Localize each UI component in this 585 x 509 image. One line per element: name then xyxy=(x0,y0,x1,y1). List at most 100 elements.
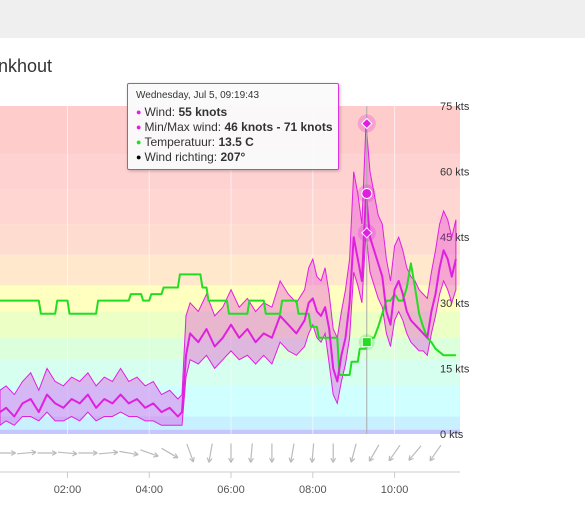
wind-direction-head-20-0 xyxy=(408,455,411,461)
x-tick-label-2: 06:00 xyxy=(217,484,245,496)
wind-direction-shaft-8 xyxy=(161,447,179,459)
wind-direction-shaft-9 xyxy=(186,443,194,463)
page-title: nkhout xyxy=(0,56,53,76)
wind-direction-shaft-10 xyxy=(208,443,213,463)
tooltip-temp-value: 13.5 C xyxy=(218,135,254,149)
x-tick-label-1: 04:00 xyxy=(135,484,163,496)
wind-direction-arrow-7 xyxy=(140,449,159,458)
wind-direction-head-10-0 xyxy=(206,457,210,463)
tooltip-minmax-dot: ● xyxy=(136,122,142,132)
wind-direction-shaft-18 xyxy=(368,444,380,462)
wind-direction-head-13-0 xyxy=(268,457,273,463)
tooltip-timestamp: Wednesday, Jul 5, 09:19:43 xyxy=(136,90,260,101)
wind-direction-arrow-1 xyxy=(17,449,37,456)
chart-tooltip: Wednesday, Jul 5, 09:19:43 ● Wind: 55 kno… xyxy=(127,83,339,170)
hover-max-marker xyxy=(361,117,373,130)
wind-direction-shaft-21 xyxy=(429,444,442,462)
wind-direction-head-15-0 xyxy=(309,457,313,463)
tooltip-wind-dot: ● xyxy=(136,107,142,117)
y-tick-label-4: 60 kts xyxy=(440,167,470,179)
wind-direction-head-16-0 xyxy=(330,457,334,463)
wind-direction-shaft-6 xyxy=(119,450,139,456)
x-axis-labels: 02:00 04:00 06:00 08:00 10:00 xyxy=(54,484,409,496)
wind-direction-arrow-13 xyxy=(268,443,275,463)
x-tick-label-3: 08:00 xyxy=(299,484,327,496)
wind-direction-head-6-1 xyxy=(133,451,139,456)
tooltip-wind-value: 55 knots xyxy=(178,105,228,119)
tooltip-direction-label: Wind richting: xyxy=(144,150,221,164)
y-axis-labels: 0 kts 15 kts 30 kts 45 kts 60 kts 75 kts xyxy=(440,101,470,441)
wind-band-3 xyxy=(0,359,460,386)
wind-direction-shaft-19 xyxy=(388,444,401,462)
wind-direction-head-7-1 xyxy=(154,452,159,457)
wind-band-0 xyxy=(0,429,460,434)
tooltip-row-wind: ● Wind: 55 knots xyxy=(136,105,330,120)
wind-direction-head-1-1 xyxy=(31,449,37,453)
wind-band-1 xyxy=(0,416,460,430)
wind-direction-head-13-1 xyxy=(271,457,275,463)
wind-direction-shaft-14 xyxy=(290,443,295,463)
wind-direction-head-9-1 xyxy=(192,456,195,462)
wind-direction-shaft-3 xyxy=(57,451,77,455)
wind-direction-arrow-20 xyxy=(408,445,422,461)
wind-direction-head-5-1 xyxy=(112,449,119,453)
wind-direction-head-19-1 xyxy=(388,458,394,462)
wind-direction-shaft-1 xyxy=(17,451,37,455)
tooltip-temp-label: Temperatuur: xyxy=(144,135,219,149)
wind-direction-arrow-2 xyxy=(37,450,57,456)
wind-line xyxy=(0,192,457,418)
wind-direction-head-12-0 xyxy=(248,457,252,463)
x-tick-label-0: 02:00 xyxy=(54,484,82,496)
wind-direction-arrow-21 xyxy=(429,444,442,462)
wind-direction-head-3-0 xyxy=(72,453,78,457)
wind-direction-arrow-3 xyxy=(57,450,78,457)
series-layer xyxy=(0,106,457,434)
tooltip-direction-dot: ● xyxy=(136,152,142,162)
wind-direction-head-21-0 xyxy=(429,455,432,461)
wind-direction-arrow-0 xyxy=(0,450,16,456)
wind-direction-head-11-0 xyxy=(228,457,232,463)
wind-direction-head-16-1 xyxy=(332,457,337,463)
tooltip-minmax-label: Min/Max wind: xyxy=(144,120,225,134)
wind-direction-shaft-20 xyxy=(408,445,422,461)
wind-direction-arrow-10 xyxy=(206,443,213,463)
wind-direction-arrows xyxy=(0,443,442,463)
wind-direction-arrow-6 xyxy=(119,450,139,457)
wind-direction-head-11-1 xyxy=(230,457,234,463)
wind-direction-head-10-1 xyxy=(208,458,213,463)
hover-temp-marker xyxy=(361,337,372,348)
wind-direction-head-3-1 xyxy=(72,450,78,455)
tooltip-wind-label: Wind: xyxy=(144,105,179,119)
wind-direction-shaft-5 xyxy=(98,451,118,455)
y-tick-label-2: 30 kts xyxy=(440,298,470,310)
wind-direction-head-1-0 xyxy=(31,451,37,456)
wind-direction-arrow-9 xyxy=(186,443,195,463)
wind-direction-head-20-1 xyxy=(408,457,414,461)
tooltip-minmax-value: 46 knots - 71 knots xyxy=(224,120,333,134)
tooltip-direction-value: 207° xyxy=(220,150,246,164)
y-tick-label-1: 15 kts xyxy=(440,363,470,375)
wind-direction-head-6-0 xyxy=(133,454,139,457)
wind-band-9 xyxy=(0,189,460,225)
y-tick-label-3: 45 kts xyxy=(440,232,470,244)
wind-direction-head-5-0 xyxy=(113,451,119,456)
wind-direction-arrow-18 xyxy=(368,444,380,462)
wind-direction-head-15-1 xyxy=(311,457,316,463)
wind-direction-head-14-0 xyxy=(288,457,292,463)
wind-direction-head-17-0 xyxy=(349,457,352,463)
wind-direction-head-8-1 xyxy=(174,453,179,459)
wind-direction-shaft-15 xyxy=(311,443,315,463)
hover-wind-marker xyxy=(361,187,373,199)
wind-direction-arrow-11 xyxy=(228,443,234,463)
y-tick-label-5: 75 kts xyxy=(440,101,470,113)
wind-direction-arrow-15 xyxy=(309,443,316,463)
wind-direction-shaft-12 xyxy=(250,443,253,463)
wind-band-8 xyxy=(0,224,460,255)
wind-direction-head-19-0 xyxy=(388,455,391,461)
x-tick-label-4: 10:00 xyxy=(381,484,409,496)
wind-direction-arrow-17 xyxy=(349,443,357,463)
wind-direction-head-4-1 xyxy=(92,450,98,454)
wind-direction-arrow-12 xyxy=(248,443,254,463)
y-tick-label-0: 0 kts xyxy=(440,429,464,441)
